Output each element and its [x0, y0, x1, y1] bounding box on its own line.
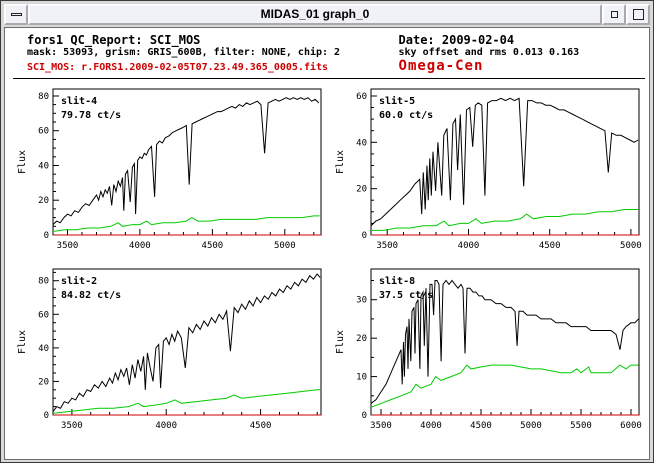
- spectrum-plot-slit-5: 3500 4000 4500 5000 0 20 40 60 Flux slit-5 60.0 ct…: [335, 88, 642, 251]
- svg-text:60.0 ct/s: 60.0 ct/s: [379, 110, 433, 121]
- svg-text:slit-4: slit-4: [61, 95, 97, 107]
- svg-text:79.78 ct/s: 79.78 ct/s: [61, 110, 121, 121]
- svg-text:Flux: Flux: [335, 330, 346, 354]
- report-title: fors1 QC_Report: SCI_MOS: [27, 33, 201, 47]
- header-row-1: fors1 QC_Report: SCI_MOS Date: 2009-02-0…: [13, 33, 645, 47]
- spectrum-plot-slit-8: 3500 4000 4500 5000 5500 6000 0 10 20 30 Flux slit-…: [335, 268, 642, 431]
- svg-text:Flux: Flux: [17, 150, 28, 174]
- window-title: MIDAS_01 graph_0: [28, 4, 602, 25]
- minimize-icon: [610, 11, 618, 18]
- svg-text:40: 40: [38, 344, 49, 354]
- header-row-3: SCI_MOS: r.FORS1.2009-02-05T07.23.49.365…: [13, 58, 645, 74]
- window-menu-icon: [10, 13, 22, 16]
- maximize-button[interactable]: [626, 4, 650, 25]
- svg-text:4500: 4500: [250, 421, 272, 431]
- svg-text:40: 40: [38, 162, 49, 172]
- svg-text:60: 60: [38, 310, 49, 320]
- graph-canvas: fors1 QC_Report: SCI_MOS Date: 2009-02-0…: [4, 27, 650, 460]
- svg-text:5500: 5500: [570, 421, 592, 431]
- svg-text:60: 60: [38, 127, 49, 137]
- svg-text:slit-2: slit-2: [61, 275, 97, 287]
- header-row-2: mask: 53093, grism: GRIS_600B, filter: N…: [13, 47, 645, 58]
- header-divider: [13, 78, 645, 79]
- svg-text:4500: 4500: [470, 421, 492, 431]
- svg-text:4000: 4000: [420, 421, 442, 431]
- svg-text:80: 80: [38, 277, 49, 287]
- svg-text:3500: 3500: [61, 421, 83, 431]
- svg-text:0: 0: [362, 411, 367, 421]
- svg-text:slit-5: slit-5: [379, 95, 415, 107]
- window-titlebar[interactable]: MIDAS_01 graph_0: [4, 4, 650, 25]
- svg-text:3500: 3500: [57, 241, 79, 251]
- report-date: Date: 2009-02-04: [398, 33, 515, 47]
- spectrum-plot-slit-4: 3500 4000 4500 5000 0 20 40 60 80 Flux slit-4 79.78…: [17, 88, 322, 251]
- svg-text:6000: 6000: [620, 421, 642, 431]
- instrument-config: mask: 53093, grism: GRIS_600B, filter: N…: [27, 47, 341, 58]
- svg-text:4000: 4000: [458, 241, 480, 251]
- svg-text:4000: 4000: [155, 421, 177, 431]
- svg-text:Flux: Flux: [17, 330, 28, 354]
- svg-text:5000: 5000: [520, 421, 542, 431]
- svg-text:80: 80: [38, 92, 49, 102]
- svg-text:20: 20: [38, 196, 49, 206]
- svg-text:Flux: Flux: [335, 150, 346, 174]
- svg-text:3500: 3500: [376, 241, 398, 251]
- svg-text:0: 0: [362, 231, 367, 241]
- svg-text:20: 20: [356, 185, 367, 195]
- spectrum-plot-slit-2: 3500 4000 4500 0 20 40 60 80 Flux slit-2 84.82 ct/…: [17, 268, 322, 431]
- svg-text:5000: 5000: [274, 241, 296, 251]
- svg-text:3500: 3500: [370, 421, 392, 431]
- plot-grid: 3500 4000 4500 5000 0 20 40 60 80 Flux slit-4 79.78…: [13, 81, 645, 441]
- svg-text:20: 20: [38, 377, 49, 387]
- svg-text:0: 0: [44, 231, 49, 241]
- svg-text:4000: 4000: [129, 241, 151, 251]
- svg-text:5000: 5000: [620, 241, 642, 251]
- svg-text:0: 0: [44, 411, 49, 421]
- target-name: Omega-Cen: [398, 58, 484, 74]
- svg-text:4500: 4500: [202, 241, 224, 251]
- maximize-icon: [632, 9, 644, 20]
- svg-text:60: 60: [356, 92, 367, 102]
- svg-text:37.5 ct/s: 37.5 ct/s: [379, 290, 433, 301]
- window-menu-button[interactable]: [4, 4, 28, 25]
- svg-text:30: 30: [356, 296, 367, 306]
- svg-text:40: 40: [356, 138, 367, 148]
- svg-text:84.82 ct/s: 84.82 ct/s: [61, 290, 121, 301]
- svg-text:slit-8: slit-8: [379, 275, 415, 287]
- fits-filename: SCI_MOS: r.FORS1.2009-02-05T07.23.49.365…: [27, 62, 329, 73]
- minimize-button[interactable]: [602, 4, 626, 25]
- svg-text:4500: 4500: [539, 241, 561, 251]
- svg-text:10: 10: [356, 373, 367, 383]
- sky-offset-rms: sky offset and rms 0.013 0.163: [398, 47, 580, 58]
- svg-text:20: 20: [356, 334, 367, 344]
